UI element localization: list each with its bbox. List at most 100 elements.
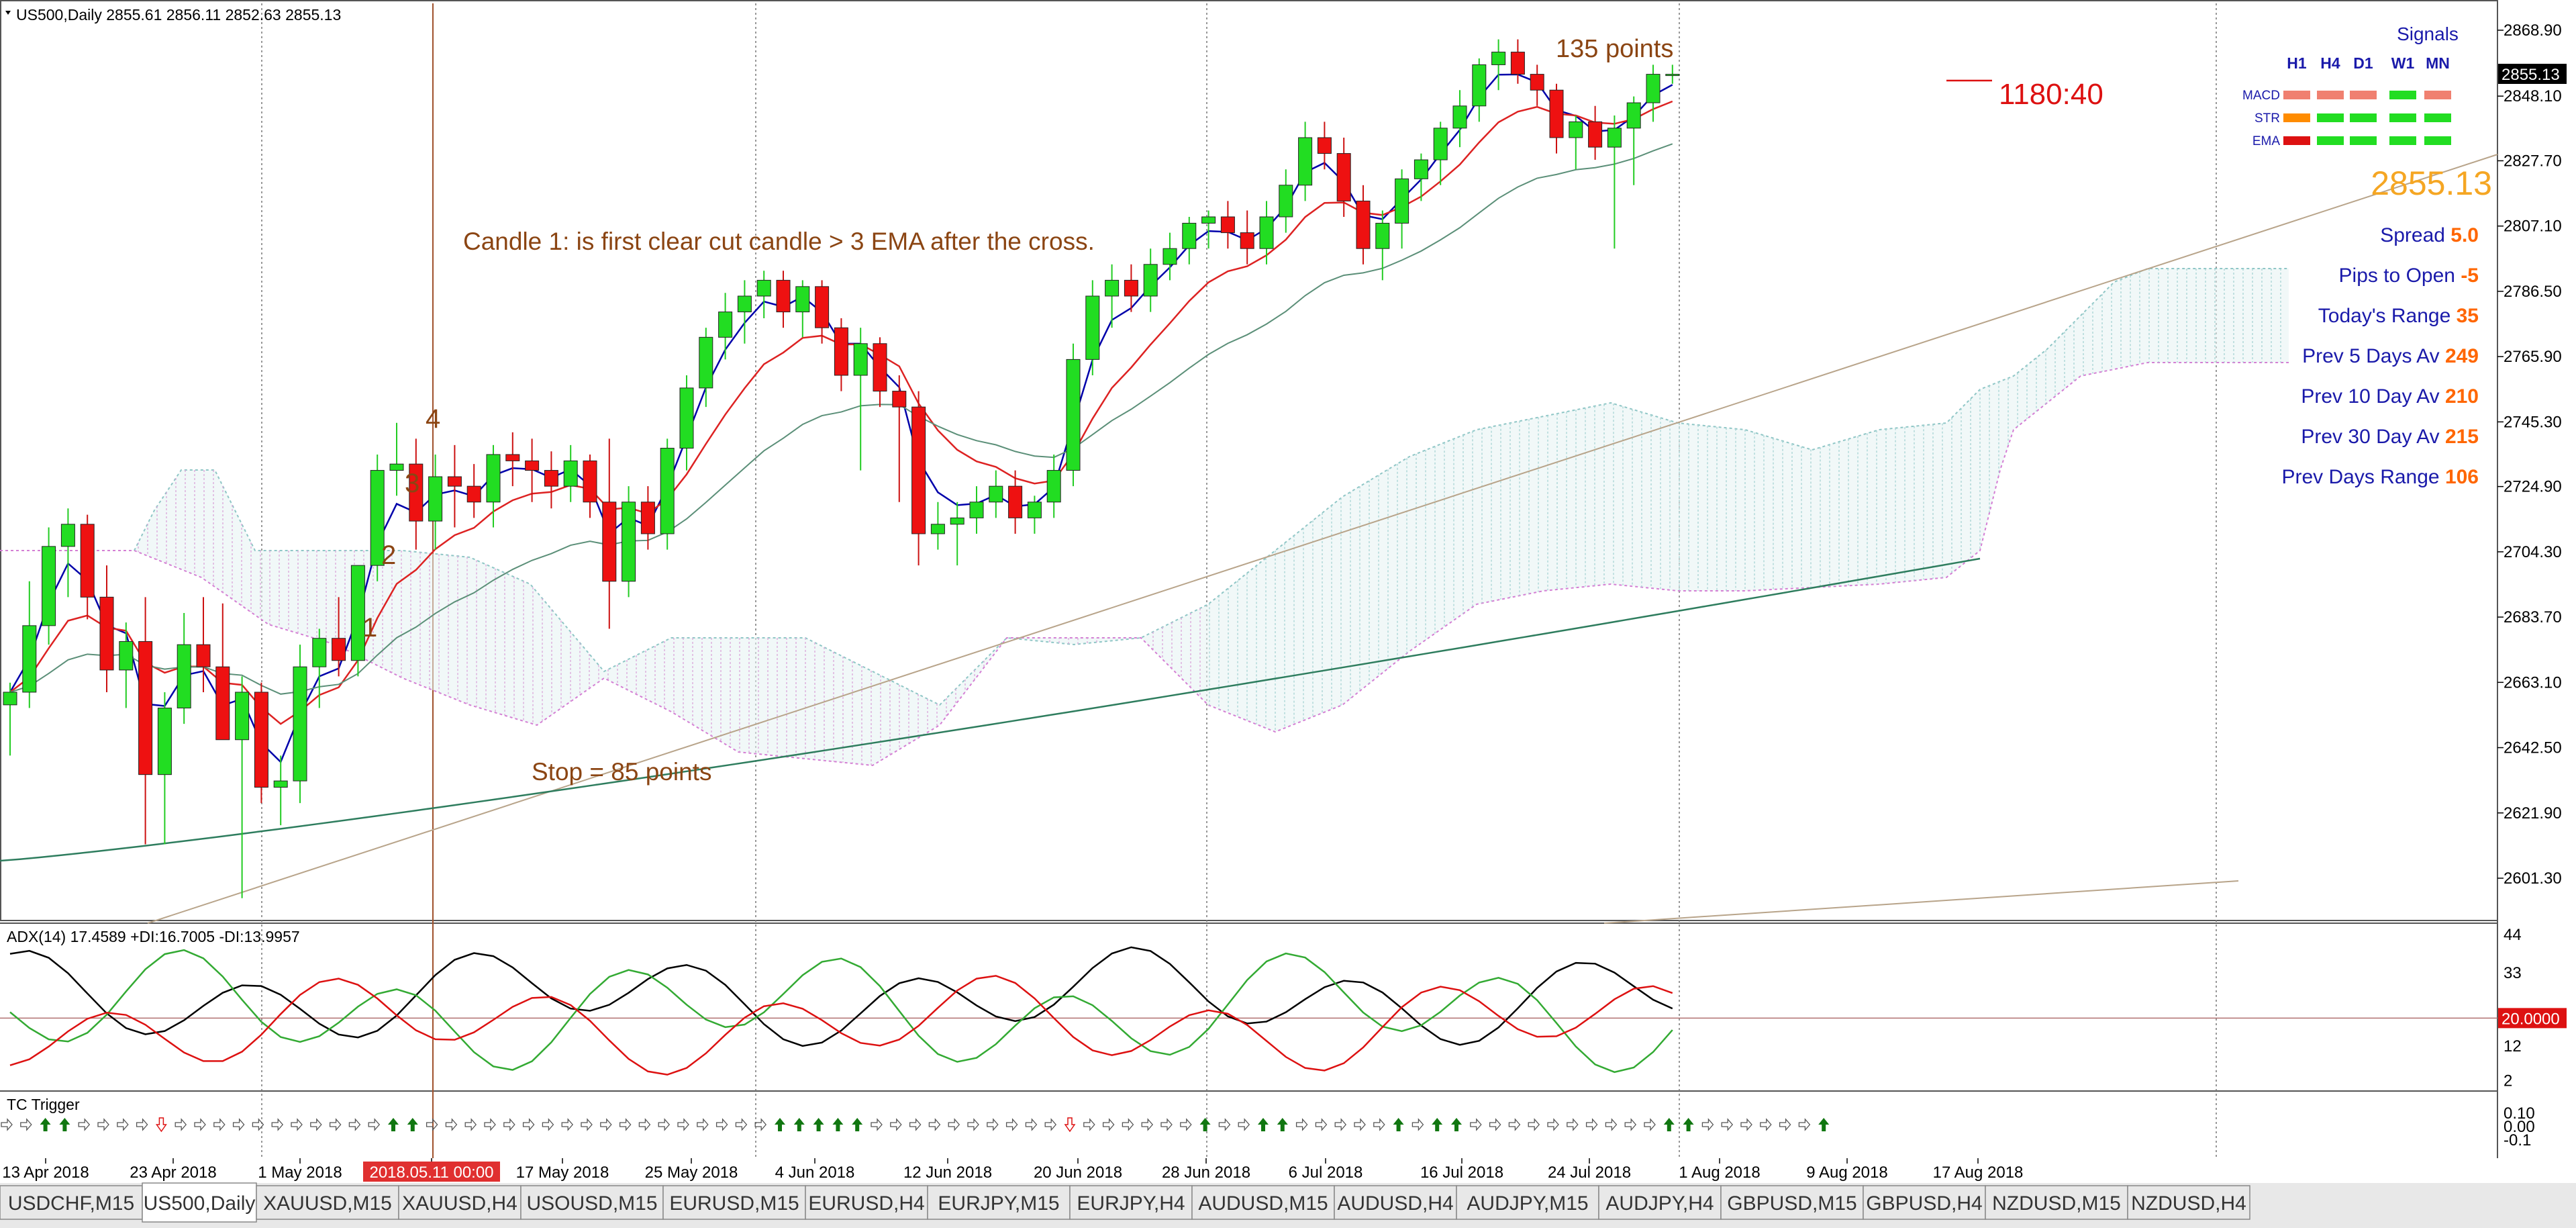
current-price-label: 2855.13 (2501, 66, 2560, 84)
tab-usousd-m15[interactable]: USOUSD,M15 (520, 1185, 664, 1220)
tab-audjpy-m15[interactable]: AUDJPY,M15 (1456, 1185, 1599, 1220)
trigger-down-arrow (155, 1117, 167, 1133)
candle-body (1665, 74, 1680, 77)
trigger-neutral-arrow (677, 1118, 689, 1131)
tab-label: EURJPY,H4 (1077, 1192, 1185, 1215)
tab-us500-daily[interactable]: US500,Daily (142, 1182, 257, 1223)
candle-body (911, 406, 926, 534)
price-tick-label: 2745.30 (2504, 413, 2562, 431)
tab-usdchf-m15[interactable]: USDCHF,M15 (0, 1185, 143, 1220)
candle-body (119, 641, 134, 671)
trigger-neutral-arrow (503, 1118, 515, 1131)
dropdown-icon[interactable] (5, 11, 11, 15)
tab-gbpusd-m15[interactable]: GBPUSD,M15 (1720, 1185, 1864, 1220)
candle-body (1046, 470, 1061, 503)
time-cursor-badge (363, 1162, 500, 1182)
marker-4: 4 (426, 404, 440, 434)
time-label: 12 Jun 2018 (903, 1164, 992, 1182)
trigger-neutral-arrow (1605, 1118, 1618, 1131)
candle-body (776, 279, 791, 313)
candle-body (756, 279, 771, 297)
tab-label: EURUSD,M15 (669, 1192, 799, 1215)
tab-label: GBPUSD,M15 (1727, 1192, 1856, 1215)
candle-body (815, 286, 830, 328)
tab-label: GBPUSD,H4 (1866, 1192, 1982, 1215)
trigger-up-arrow (832, 1118, 844, 1131)
candle-body (99, 596, 114, 671)
candle-body (834, 327, 848, 376)
candle-body (486, 454, 501, 503)
trigger-neutral-arrow (697, 1118, 709, 1131)
tab-label: NZDUSD,H4 (2131, 1192, 2246, 1215)
tab-eurjpy-h4[interactable]: EURJPY,H4 (1069, 1185, 1193, 1220)
trigger-neutral-arrow (1489, 1118, 1501, 1131)
trigger-neutral-arrow (1122, 1118, 1134, 1131)
tab-label: XAUUSD,H4 (402, 1192, 517, 1215)
trigger-neutral-arrow (928, 1118, 941, 1131)
tab-nzdusd-m15[interactable]: NZDUSD,M15 (1985, 1185, 2128, 1220)
marker-3: 3 (405, 469, 419, 498)
time-label: 25 May 2018 (645, 1164, 738, 1182)
trigger-neutral-arrow (1779, 1118, 1791, 1131)
tab-xauusd-h4[interactable]: XAUUSD,H4 (398, 1185, 522, 1220)
tab-eurusd-h4[interactable]: EURUSD,H4 (805, 1185, 928, 1220)
signal-cell (2283, 136, 2310, 145)
time-axis: 13 Apr 2018 23 Apr 2018 1 May 2018 2018.05.… (2, 1158, 2023, 1182)
tab-xauusd-m15[interactable]: XAUUSD,M15 (256, 1185, 399, 1220)
trigger-neutral-arrow (522, 1118, 535, 1131)
candle-body (1549, 89, 1564, 138)
trigger-up-arrow (1277, 1118, 1288, 1131)
tab-eurjpy-m15[interactable]: EURJPY,M15 (927, 1185, 1071, 1220)
trigger-neutral-arrow (1180, 1118, 1192, 1131)
time-label: 2018.05.11 00:00 (369, 1164, 493, 1182)
tab-bg (1456, 1185, 1599, 1220)
tab-audusd-m15[interactable]: AUDUSD,M15 (1191, 1185, 1335, 1220)
signal-cell (2424, 113, 2451, 122)
price-tick-label: 2663.10 (2504, 673, 2562, 692)
trigger-neutral-arrow (291, 1118, 303, 1131)
price-tick-label: 2765.90 (2504, 348, 2562, 366)
tc-title: TC Trigger (7, 1096, 80, 1113)
tc-tick-label: 0.00 (2504, 1118, 2535, 1136)
info-row: Prev Days Range 106 (2281, 466, 2479, 488)
signal-cell (2389, 91, 2416, 99)
trigger-neutral-arrow (735, 1118, 748, 1131)
candle-body (1220, 216, 1235, 234)
trigger-neutral-arrow (252, 1118, 264, 1131)
trigger-neutral-arrow (715, 1118, 728, 1131)
candle-body (1066, 359, 1081, 471)
trigger-neutral-arrow (1411, 1118, 1424, 1131)
tab-bg (256, 1185, 399, 1220)
signal-cell (2317, 136, 2344, 145)
adx-tick-label: 33 (2504, 964, 2522, 982)
time-label: 6 Jul 2018 (1289, 1164, 1363, 1182)
signal-tf-h1: H1 (2287, 54, 2307, 72)
tab-audusd-h4[interactable]: AUDUSD,H4 (1334, 1185, 1457, 1220)
info-row: Prev 5 Days Av 249 (2302, 345, 2479, 367)
tab-label: NZDUSD,M15 (1992, 1192, 2121, 1215)
tab-gbpusd-h4[interactable]: GBPUSD,H4 (1863, 1185, 1986, 1220)
candle-body (989, 485, 1003, 503)
signal-cell (2317, 91, 2344, 99)
trigger-neutral-arrow (232, 1118, 245, 1131)
trigger-neutral-arrow (1760, 1118, 1772, 1131)
candle-body (1433, 128, 1448, 160)
info-row: Spread 5.0 (2380, 224, 2479, 246)
trigger-up-arrow (775, 1118, 785, 1131)
tab-label: AUDJPY,H4 (1605, 1192, 1714, 1215)
price-tick-label: 2786.50 (2504, 283, 2562, 301)
tab-eurusd-m15[interactable]: EURUSD,M15 (662, 1185, 806, 1220)
adx-panel: ADX(14) 17.4589 +DI:16.7005 -DI:13.9957 … (0, 926, 2567, 1090)
tab-bg (0, 1185, 143, 1220)
candle-body (699, 336, 713, 389)
trigger-up-arrow (407, 1118, 418, 1131)
trigger-neutral-arrow (329, 1118, 342, 1131)
trigger-neutral-arrow (561, 1118, 574, 1131)
tab-bg (1191, 1185, 1335, 1220)
adx-title: ADX(14) 17.4589 +DI:16.7005 -DI:13.9957 (7, 928, 300, 945)
trigger-neutral-arrow (1567, 1118, 1579, 1131)
tab-audjpy-h4[interactable]: AUDJPY,H4 (1598, 1185, 1722, 1220)
trigger-neutral-arrow (1238, 1118, 1250, 1131)
tab-nzdusd-h4[interactable]: NZDUSD,H4 (2127, 1185, 2250, 1220)
